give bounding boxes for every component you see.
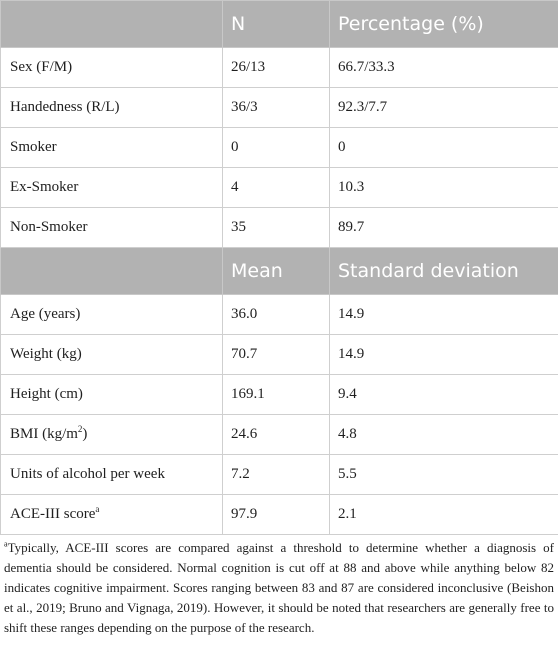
row-sd: 4.8 [329,414,558,455]
header-n: N [222,0,330,48]
header-standard-deviation: Standard deviation [329,247,558,295]
row-label: Units of alcohol per week [0,454,223,495]
row-sd: 14.9 [329,294,558,335]
row-label: Non-Smoker [0,207,223,248]
table-row: Weight (kg) 70.7 14.9 [0,334,558,375]
row-mean: 70.7 [222,334,330,375]
row-percentage: 92.3/7.7 [329,87,558,128]
header-row-counts: N Percentage (%) [0,0,558,48]
table-row: Units of alcohol per week 7.2 5.5 [0,454,558,495]
row-sd: 9.4 [329,374,558,415]
footnote-text: Typically, ACE-III scores are compared a… [4,540,554,635]
row-percentage: 10.3 [329,167,558,208]
header-percentage: Percentage (%) [329,0,558,48]
row-label: Handedness (R/L) [0,87,223,128]
row-sd: 14.9 [329,334,558,375]
row-mean: 24.6 [222,414,330,455]
demographics-table: N Percentage (%) Sex (F/M) 26/13 66.7/33… [0,0,558,535]
table-row: Non-Smoker 35 89.7 [0,207,558,248]
row-label: Smoker [0,127,223,168]
row-n: 0 [222,127,330,168]
row-n: 26/13 [222,47,330,88]
row-sd: 5.5 [329,454,558,495]
row-sd: 2.1 [329,494,558,535]
row-label: Weight (kg) [0,334,223,375]
superscript: 2 [77,424,83,434]
row-label: Ex-Smoker [0,167,223,208]
table-row: BMI (kg/m2) 24.6 4.8 [0,414,558,455]
table-row: ACE-III scorea 97.9 2.1 [0,494,558,535]
row-mean: 7.2 [222,454,330,495]
row-n: 4 [222,167,330,208]
row-n: 35 [222,207,330,248]
row-percentage: 0 [329,127,558,168]
table-row: Height (cm) 169.1 9.4 [0,374,558,415]
row-mean: 36.0 [222,294,330,335]
row-mean: 97.9 [222,494,330,535]
row-percentage: 66.7/33.3 [329,47,558,88]
table-row: Sex (F/M) 26/13 66.7/33.3 [0,47,558,88]
table-row: Ex-Smoker 4 10.3 [0,167,558,208]
row-label-text: BMI (kg/m [10,426,78,442]
row-label: BMI (kg/m2) [0,414,223,455]
header-empty-cell [0,247,223,295]
table-row: Age (years) 36.0 14.9 [0,294,558,335]
table-footnote: aTypically, ACE-III scores are compared … [4,538,554,638]
header-empty-cell [0,0,223,48]
header-mean: Mean [222,247,330,295]
header-row-stats: Mean Standard deviation [0,247,558,295]
row-percentage: 89.7 [329,207,558,248]
row-label: Sex (F/M) [0,47,223,88]
row-mean: 169.1 [222,374,330,415]
row-label-text: ACE-III score [10,506,96,522]
footnote-marker: a [95,504,100,514]
row-label: Age (years) [0,294,223,335]
row-n: 36/3 [222,87,330,128]
row-label-text-after: ) [82,426,88,442]
row-label: ACE-III scorea [0,494,223,535]
footnote-marker: a [4,539,8,549]
row-label: Height (cm) [0,374,223,415]
table-row: Smoker 0 0 [0,127,558,168]
table-row: Handedness (R/L) 36/3 92.3/7.7 [0,87,558,128]
